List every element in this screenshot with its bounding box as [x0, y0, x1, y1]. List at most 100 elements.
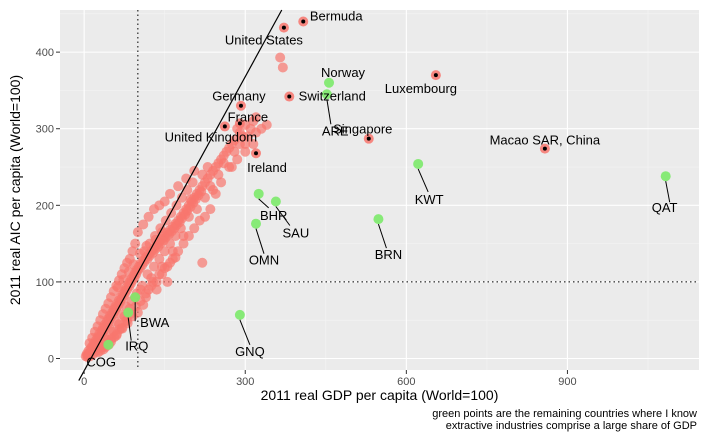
point-label-germany: Germany [212, 89, 266, 104]
data-point [118, 274, 129, 285]
data-point [194, 215, 205, 226]
data-point [162, 261, 173, 272]
data-point [122, 318, 133, 329]
point-label-irq: IRQ [125, 339, 148, 354]
data-point [138, 219, 149, 230]
point-label-brn: BRN [375, 247, 402, 262]
y-tick-label: 300 [36, 124, 54, 136]
data-point [159, 246, 170, 257]
point-label-bwa: BWA [140, 315, 169, 330]
data-point [210, 188, 221, 199]
data-point [232, 154, 243, 165]
label-leader-line [275, 206, 291, 226]
y-tick-label: 100 [36, 277, 54, 289]
label-leader-line [255, 228, 265, 254]
data-point [191, 204, 202, 215]
point-label-france: France [228, 109, 268, 124]
data-point [141, 240, 152, 251]
data-point [277, 62, 288, 73]
data-point [275, 52, 286, 63]
data-point [130, 301, 141, 312]
data-point [187, 177, 198, 188]
data-point [175, 223, 186, 234]
data-point [205, 204, 216, 215]
point-label-singapore: Singapore [333, 122, 392, 137]
data-point [132, 227, 143, 238]
data-point-center-dot [253, 151, 258, 156]
data-point-green-bwa [130, 292, 141, 303]
data-point [123, 266, 134, 277]
data-point-center-dot [237, 121, 242, 126]
data-point [143, 211, 154, 222]
data-point [148, 261, 159, 272]
data-point-center-dot [542, 146, 547, 151]
data-point [216, 177, 227, 188]
point-label-qat: QAT [652, 200, 678, 215]
point-label-omn: OMN [249, 253, 279, 268]
y-tick-label: 0 [48, 354, 54, 366]
y-axis-title: 2011 real AIC per capita (World=100) [7, 75, 23, 305]
x-tick-label: 900 [558, 376, 576, 388]
data-point-center-dot [222, 124, 227, 129]
data-point [183, 211, 194, 222]
point-label-gnq: GNQ [235, 344, 265, 359]
data-point [250, 127, 261, 138]
x-tick-label: 600 [397, 376, 415, 388]
point-label-norway: Norway [321, 65, 366, 80]
label-leader-line [417, 168, 429, 193]
data-point [197, 257, 208, 268]
point-label-are: ARE [322, 123, 349, 138]
data-point [130, 238, 141, 249]
data-point [146, 280, 157, 291]
data-point [157, 227, 168, 238]
point-label-kwt: KWT [415, 192, 444, 207]
data-point [240, 139, 251, 150]
point-label-bhr: BHR [260, 208, 287, 223]
data-point [112, 282, 123, 293]
data-point [197, 169, 208, 180]
point-label-macao-sar-china: Macao SAR, China [490, 133, 601, 148]
point-label-ireland: Ireland [247, 160, 287, 175]
data-point-green-bhr [253, 188, 264, 199]
data-point [261, 119, 272, 130]
data-point-green-omn [250, 218, 261, 229]
label-leader-line [239, 319, 251, 346]
data-point [165, 238, 176, 249]
data-point [154, 253, 165, 264]
data-point-center-dot [281, 25, 286, 30]
data-point [213, 169, 224, 180]
data-point [240, 146, 251, 157]
data-point [185, 194, 196, 205]
data-point [173, 246, 184, 257]
data-point-center-dot [287, 94, 292, 99]
data-point [248, 139, 259, 150]
point-label-united-states: United States [225, 33, 304, 48]
data-point [199, 192, 210, 203]
data-point-green-norway [324, 77, 335, 88]
data-point [140, 288, 151, 299]
point-label-cog: COG [86, 355, 116, 370]
data-point [176, 192, 187, 203]
data-point-green-cog [103, 339, 114, 350]
data-point-green-irq [123, 307, 134, 318]
point-label-switzerland: Switzerland [299, 89, 366, 104]
data-point [178, 238, 189, 249]
label-leader-line [258, 198, 270, 209]
data-point-green-kwt [413, 158, 424, 169]
label-leader-line [665, 181, 671, 203]
data-point [250, 112, 261, 123]
y-tick-label: 400 [36, 47, 54, 59]
data-point-green-brn [373, 214, 384, 225]
data-point [165, 188, 176, 199]
data-point [173, 181, 184, 192]
data-point-center-dot [238, 103, 243, 108]
data-point [162, 276, 173, 287]
data-point [242, 131, 253, 142]
data-point [202, 162, 213, 173]
data-point [205, 181, 216, 192]
data-point-green-gnq [234, 309, 245, 320]
x-tick-label: 0 [81, 376, 87, 388]
data-point [183, 230, 194, 241]
